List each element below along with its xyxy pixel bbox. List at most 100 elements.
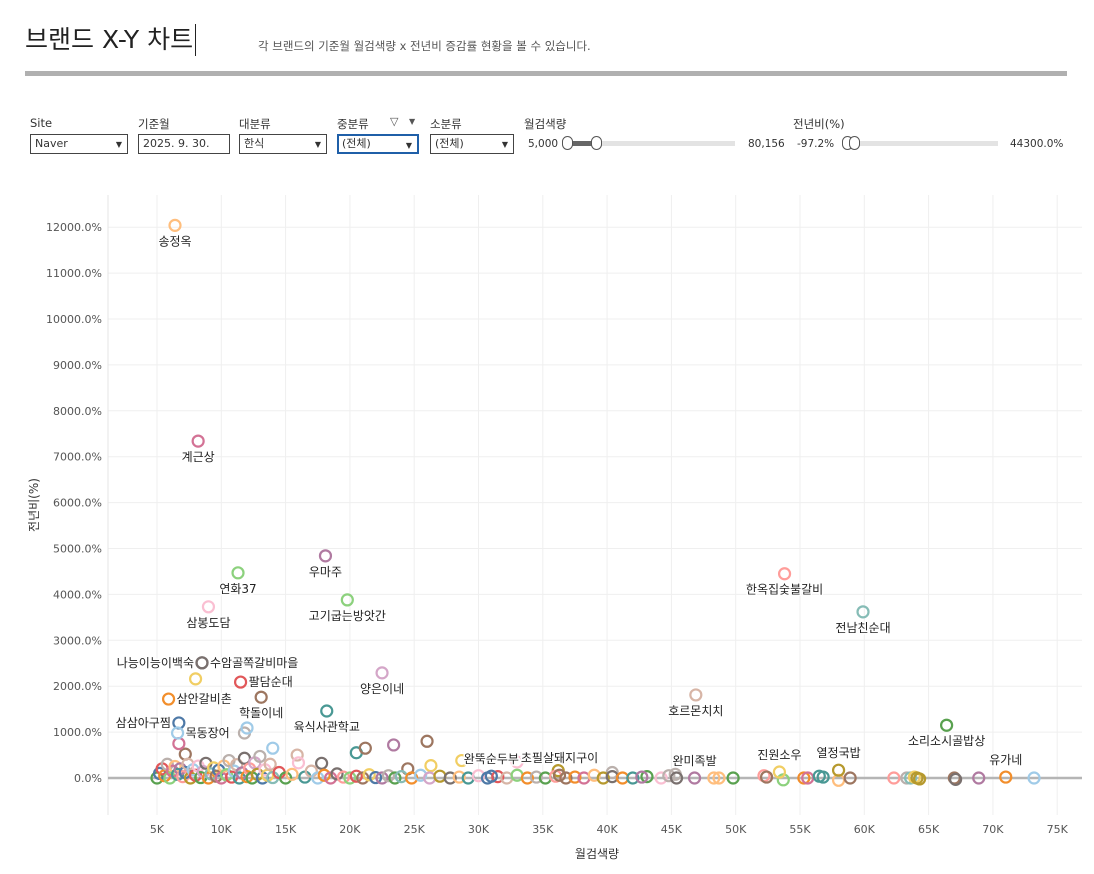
data-point[interactable] bbox=[856, 605, 870, 619]
data-point[interactable] bbox=[452, 770, 466, 784]
minor-category-select[interactable]: (전체) ▼ bbox=[430, 134, 514, 154]
data-point[interactable] bbox=[491, 770, 505, 784]
data-point[interactable] bbox=[455, 753, 469, 768]
data-point[interactable] bbox=[759, 770, 774, 784]
data-point[interactable] bbox=[387, 738, 401, 752]
data-point[interactable] bbox=[291, 756, 306, 770]
data-point[interactable] bbox=[317, 768, 331, 782]
data-point[interactable] bbox=[336, 770, 351, 784]
middle-category-value: (전체) bbox=[342, 137, 371, 150]
data-point[interactable] bbox=[471, 769, 486, 783]
x-tick-label: 50K bbox=[725, 823, 747, 836]
data-point[interactable] bbox=[195, 656, 209, 670]
data-point[interactable] bbox=[163, 771, 177, 785]
data-point[interactable] bbox=[311, 771, 325, 785]
yoy-max-handle[interactable] bbox=[849, 136, 860, 150]
data-point[interactable] bbox=[816, 770, 830, 784]
data-point[interactable] bbox=[358, 741, 372, 755]
data-point[interactable] bbox=[777, 567, 792, 581]
data-point[interactable] bbox=[330, 767, 344, 781]
data-point[interactable] bbox=[510, 755, 524, 769]
data-point[interactable] bbox=[424, 759, 438, 773]
data-point[interactable] bbox=[340, 593, 354, 607]
data-point[interactable] bbox=[520, 771, 534, 785]
data-point[interactable] bbox=[689, 688, 703, 702]
point-label: 우마주 bbox=[309, 565, 342, 579]
data-point[interactable] bbox=[168, 218, 182, 232]
data-point[interactable] bbox=[568, 770, 582, 784]
data-point[interactable] bbox=[443, 771, 457, 785]
data-point[interactable] bbox=[285, 767, 299, 781]
data-point[interactable] bbox=[237, 751, 252, 765]
data-point[interactable] bbox=[161, 692, 176, 706]
search-volume-slider[interactable] bbox=[562, 136, 735, 150]
data-point[interactable] bbox=[320, 704, 334, 718]
data-point[interactable] bbox=[240, 721, 254, 735]
data-point[interactable] bbox=[596, 771, 610, 785]
data-point[interactable] bbox=[707, 771, 721, 785]
data-point[interactable] bbox=[349, 769, 363, 783]
data-point[interactable] bbox=[170, 726, 185, 740]
data-point[interactable] bbox=[375, 771, 389, 785]
data-point[interactable] bbox=[797, 771, 811, 785]
data-point[interactable] bbox=[972, 771, 986, 785]
data-point[interactable] bbox=[654, 771, 668, 785]
data-point[interactable] bbox=[1027, 771, 1041, 785]
data-point[interactable] bbox=[263, 757, 277, 771]
data-point[interactable] bbox=[381, 769, 396, 783]
search-volume-max-handle[interactable] bbox=[591, 136, 602, 150]
data-point[interactable] bbox=[279, 771, 293, 785]
data-point[interactable] bbox=[887, 771, 901, 785]
filter-icon[interactable]: ▽ bbox=[390, 115, 399, 128]
search-volume-min-handle[interactable] bbox=[562, 136, 573, 150]
data-point[interactable] bbox=[635, 770, 649, 784]
data-point[interactable] bbox=[191, 434, 205, 448]
filter-menu-chevron-icon[interactable]: ▼ bbox=[409, 117, 416, 126]
data-point[interactable] bbox=[290, 748, 304, 762]
data-point[interactable] bbox=[356, 771, 370, 785]
data-point[interactable] bbox=[233, 675, 248, 689]
data-point[interactable] bbox=[188, 672, 203, 686]
data-point[interactable] bbox=[201, 600, 216, 614]
data-point[interactable] bbox=[254, 690, 268, 704]
data-point[interactable] bbox=[529, 770, 543, 784]
data-point[interactable] bbox=[843, 771, 857, 785]
data-point[interactable] bbox=[231, 566, 245, 580]
data-point[interactable] bbox=[484, 769, 498, 783]
data-point[interactable] bbox=[726, 771, 740, 785]
data-point[interactable] bbox=[687, 771, 702, 785]
site-select[interactable]: Naver ▼ bbox=[30, 134, 128, 154]
data-point[interactable] bbox=[375, 666, 389, 680]
month-input[interactable]: 2025. 9. 30. bbox=[138, 134, 230, 154]
data-point[interactable] bbox=[315, 756, 329, 770]
axis-ticks: 5K 10K 15K 20K 25K 30K 35K 40K 45K 50K 55K 60K 65K 70… bbox=[46, 221, 1069, 836]
data-point[interactable] bbox=[388, 771, 402, 785]
data-point[interactable] bbox=[999, 770, 1013, 784]
data-point[interactable] bbox=[712, 771, 726, 785]
data-point[interactable] bbox=[362, 768, 376, 782]
data-point[interactable] bbox=[266, 741, 280, 755]
data-point[interactable] bbox=[559, 771, 573, 785]
data-point[interactable] bbox=[669, 771, 684, 785]
data-point[interactable] bbox=[831, 763, 846, 777]
data-point[interactable] bbox=[640, 770, 654, 784]
data-point[interactable] bbox=[253, 749, 267, 764]
data-point[interactable] bbox=[318, 549, 333, 563]
data-point[interactable] bbox=[433, 769, 447, 783]
data-point[interactable] bbox=[626, 771, 640, 785]
data-point[interactable] bbox=[369, 770, 383, 785]
data-point[interactable] bbox=[420, 734, 434, 748]
data-point[interactable] bbox=[912, 772, 927, 786]
data-point[interactable] bbox=[940, 718, 954, 732]
data-point[interactable] bbox=[949, 772, 963, 786]
middle-category-select[interactable]: (전체) ▼ bbox=[337, 134, 419, 154]
data-point[interactable] bbox=[662, 769, 676, 783]
yoy-slider[interactable] bbox=[842, 136, 998, 150]
data-point[interactable] bbox=[343, 771, 357, 785]
major-category-select[interactable]: 한식 ▼ bbox=[239, 134, 327, 154]
data-point[interactable] bbox=[772, 765, 787, 779]
data-point[interactable] bbox=[552, 768, 567, 782]
data-point[interactable] bbox=[172, 736, 186, 751]
